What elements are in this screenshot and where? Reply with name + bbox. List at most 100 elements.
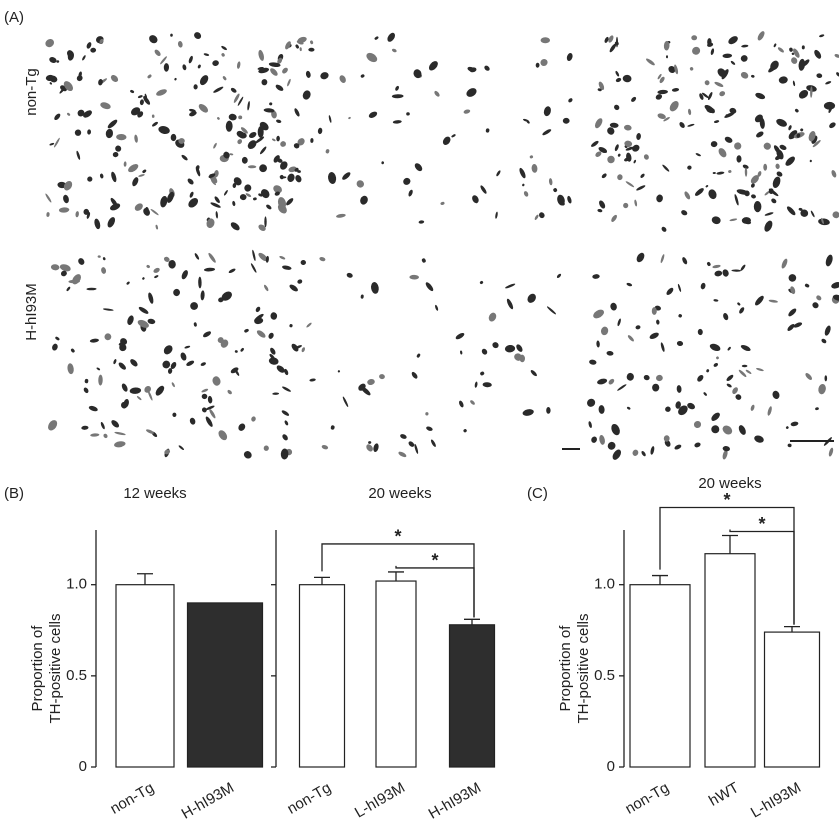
- cell-blob: [737, 302, 741, 306]
- cell-blob: [739, 307, 745, 314]
- cell-blob: [740, 344, 751, 352]
- cell-blob: [728, 169, 732, 174]
- cell-blob: [626, 372, 634, 381]
- cell-blob: [798, 207, 803, 211]
- cell-blob: [368, 111, 378, 118]
- cell-blob: [626, 406, 631, 410]
- cell-blob: [232, 183, 237, 188]
- cell-blob: [45, 193, 52, 203]
- significance-bracket: [729, 529, 795, 625]
- cell-blob: [289, 324, 293, 328]
- cell-blob: [103, 433, 108, 439]
- cell-blob: [666, 287, 674, 295]
- cell-blob: [495, 211, 498, 219]
- cell-blob: [600, 326, 609, 336]
- cell-blob: [236, 130, 245, 138]
- cell-blob: [285, 41, 291, 50]
- cell-blob: [504, 344, 516, 353]
- cell-blob: [656, 194, 663, 203]
- cell-blob: [418, 220, 425, 224]
- cell-blob: [426, 426, 433, 431]
- bar: [629, 584, 691, 768]
- cell-blob: [828, 447, 834, 457]
- cell-blob: [360, 294, 364, 299]
- cell-blob: [337, 370, 341, 373]
- cell-blob: [310, 138, 314, 143]
- cell-blob: [366, 444, 373, 452]
- cell-blob: [281, 410, 290, 416]
- cell-blob: [102, 257, 106, 261]
- cell-blob: [763, 163, 768, 171]
- cell-blob: [83, 387, 89, 394]
- y-axis-label: TH-positive cells: [47, 613, 64, 723]
- cell-blob: [119, 343, 127, 352]
- cell-blob: [692, 46, 701, 55]
- cell-blob: [221, 291, 232, 301]
- cell-blob: [193, 84, 198, 90]
- cell-blob: [116, 133, 127, 141]
- cell-blob: [751, 194, 756, 199]
- cell-blob: [240, 347, 244, 352]
- cell-blob: [738, 369, 747, 378]
- cell-blob: [270, 312, 278, 320]
- cell-blob: [198, 276, 202, 289]
- cell-blob: [785, 426, 789, 429]
- cell-blob: [663, 40, 670, 51]
- cell-blob: [632, 144, 640, 152]
- cell-blob: [244, 184, 252, 192]
- cell-blob: [764, 212, 774, 216]
- cell-blob: [825, 81, 832, 85]
- cell-blob: [240, 127, 248, 134]
- cell-blob: [170, 361, 177, 370]
- cell-blob: [722, 425, 733, 435]
- error-bar: [314, 576, 330, 585]
- cell-blob: [684, 191, 691, 200]
- cell-blob: [553, 188, 558, 193]
- cell-blob: [776, 118, 787, 127]
- cell-blob: [225, 120, 233, 132]
- cell-blob: [320, 72, 329, 80]
- cell-blob: [81, 425, 89, 430]
- cell-blob: [522, 183, 525, 187]
- cell-blob: [78, 258, 85, 265]
- cell-blob: [688, 108, 692, 116]
- cell-blob: [689, 67, 694, 71]
- cell-blob: [697, 328, 703, 336]
- scale-bar: [790, 440, 834, 442]
- cell-blob: [273, 185, 282, 194]
- cell-blob: [787, 443, 792, 448]
- cell-blob: [655, 94, 663, 100]
- cell-blob: [669, 101, 679, 112]
- cell-blob: [611, 423, 620, 436]
- cell-blob: [289, 284, 298, 292]
- cell-blob: [809, 159, 812, 163]
- cell-blob: [665, 55, 669, 59]
- cell-blob: [89, 338, 99, 343]
- bar: [763, 631, 821, 768]
- cell-blob: [271, 138, 276, 142]
- cell-blob: [82, 55, 86, 61]
- cell-blob: [132, 177, 139, 187]
- cell-blob: [55, 336, 60, 341]
- cell-blob: [718, 148, 727, 158]
- cell-blob: [706, 369, 710, 373]
- cell-blob: [328, 172, 337, 184]
- cell-blob: [657, 73, 662, 80]
- cell-blob: [259, 146, 267, 155]
- cell-blob: [460, 350, 463, 355]
- cell-blob: [470, 400, 475, 405]
- cell-blob: [566, 53, 573, 61]
- cell-blob: [607, 441, 616, 450]
- cell-blob: [604, 36, 609, 43]
- cell-blob: [70, 348, 75, 353]
- cell-blob: [750, 404, 755, 411]
- cell-blob: [834, 53, 839, 58]
- cell-blob: [522, 409, 534, 416]
- cell-blob: [729, 218, 738, 222]
- cell-blob: [663, 435, 670, 442]
- cell-blob: [700, 282, 706, 290]
- cell-blob: [663, 117, 670, 122]
- cell-blob: [591, 436, 597, 443]
- cell-blob: [617, 153, 621, 157]
- cell-blob: [662, 164, 670, 172]
